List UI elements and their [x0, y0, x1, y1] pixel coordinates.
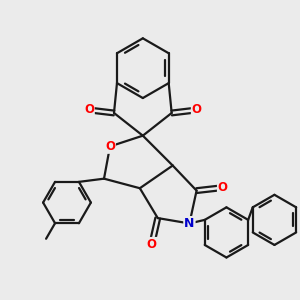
- Text: N: N: [184, 217, 195, 230]
- Text: O: O: [192, 103, 202, 116]
- Text: O: O: [218, 181, 228, 194]
- Text: O: O: [105, 140, 115, 153]
- Text: O: O: [84, 103, 94, 116]
- Text: O: O: [147, 238, 157, 251]
